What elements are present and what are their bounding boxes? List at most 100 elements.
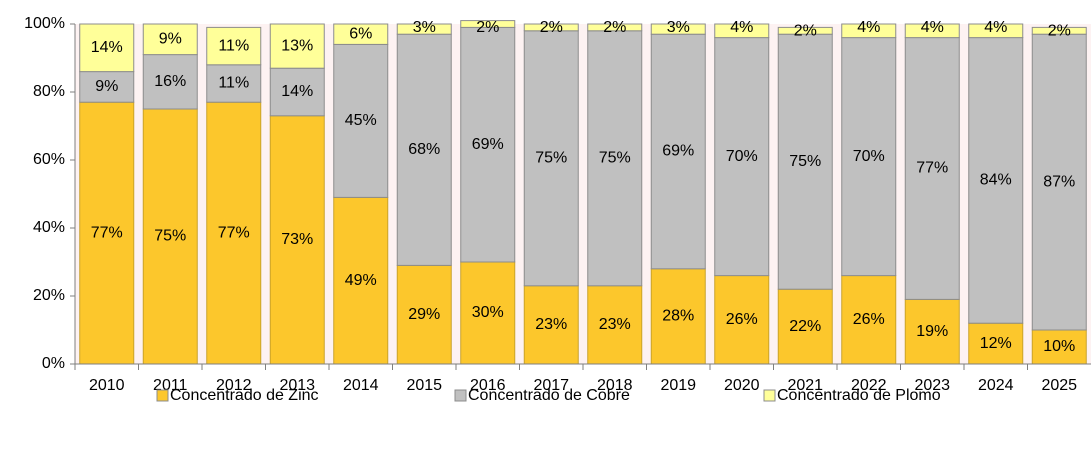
bar-segment (79, 23, 135, 73)
data-label: 2% (603, 19, 626, 36)
bar-segment (79, 101, 135, 365)
bar-segment (841, 37, 897, 277)
y-tick-label: 60% (33, 151, 65, 168)
data-label: 2% (1048, 23, 1071, 40)
x-tick-label: 2014 (343, 377, 379, 394)
x-tick-label: 2020 (724, 377, 760, 394)
bar-segment (142, 23, 198, 56)
data-label: 4% (921, 19, 944, 36)
bar-segment (460, 26, 516, 263)
legend-label: Concentrado de Plomo (777, 387, 941, 404)
data-label: 68% (408, 141, 440, 158)
data-label: 26% (726, 311, 758, 328)
data-label: 12% (980, 335, 1012, 352)
bar-segment (206, 101, 262, 365)
bar-segment (142, 54, 198, 110)
data-label: 87% (1043, 173, 1075, 190)
x-tick-label: 2012 (216, 377, 252, 394)
x-tick-label: 2017 (533, 377, 569, 394)
data-label: 77% (916, 160, 948, 177)
data-label: 2% (794, 23, 817, 40)
data-label: 3% (667, 19, 690, 36)
bar-segment (587, 30, 643, 287)
data-label: 69% (472, 136, 504, 153)
x-tick-label: 2016 (470, 377, 506, 394)
bar-segment (904, 23, 960, 39)
data-label: 4% (730, 19, 753, 36)
data-label: 75% (789, 153, 821, 170)
data-label: 84% (980, 172, 1012, 189)
data-label: 9% (159, 31, 182, 48)
data-label: 26% (853, 311, 885, 328)
data-label: 49% (345, 272, 377, 289)
bar-segment (968, 37, 1024, 324)
bar-segment (269, 115, 325, 365)
bar-segment (333, 196, 389, 365)
bar-segment (396, 33, 452, 266)
bar-segment (904, 298, 960, 365)
x-tick-label: 2015 (406, 377, 442, 394)
data-label: 4% (984, 19, 1007, 36)
y-tick-label: 0% (42, 355, 65, 372)
data-label: 70% (726, 148, 758, 165)
bar-segment (841, 23, 897, 39)
bar-segment (650, 268, 706, 365)
bar-segment (777, 33, 833, 290)
data-label: 75% (154, 228, 186, 245)
bar-segment (269, 23, 325, 69)
data-label: 19% (916, 323, 948, 340)
x-tick-label: 2019 (660, 377, 696, 394)
legend-swatch (763, 389, 776, 402)
data-label: 22% (789, 318, 821, 335)
data-label: 70% (853, 148, 885, 165)
bar-segment (396, 264, 452, 365)
bar-segment (460, 261, 516, 365)
bar-segment (587, 285, 643, 365)
legend-swatch (156, 389, 169, 402)
data-label: 4% (857, 19, 880, 36)
bar-segment (333, 43, 389, 198)
bar-segment (777, 26, 833, 35)
x-tick-label: 2010 (89, 377, 125, 394)
data-label: 3% (413, 19, 436, 36)
bar-segment (269, 67, 325, 117)
y-tick-label: 20% (33, 287, 65, 304)
bar-segment (396, 23, 452, 35)
bar-segment (587, 23, 643, 32)
data-label: 10% (1043, 338, 1075, 355)
x-tick-label: 2025 (1041, 377, 1077, 394)
data-label: 11% (218, 75, 249, 92)
y-tick-label: 100% (24, 15, 65, 32)
data-label: 75% (599, 150, 631, 167)
bar-segment (650, 33, 706, 270)
bar-segment (523, 23, 579, 32)
data-label: 14% (281, 83, 313, 100)
bar-segment (714, 37, 770, 277)
bar-segment (206, 26, 262, 66)
data-label: 2% (476, 19, 499, 36)
x-tick-label: 2021 (787, 377, 823, 394)
data-label: 29% (408, 306, 440, 323)
data-label: 45% (345, 112, 377, 129)
data-label: 69% (662, 143, 694, 160)
data-label: 2% (540, 19, 563, 36)
y-tick-label: 80% (33, 83, 65, 100)
x-tick-label: 2024 (978, 377, 1014, 394)
x-tick-label: 2022 (851, 377, 887, 394)
bar-segment (460, 20, 516, 28)
bar-segment (523, 30, 579, 287)
bar-segment (333, 23, 389, 45)
x-tick-label: 2018 (597, 377, 633, 394)
bar-segment (968, 23, 1024, 39)
data-label: 28% (662, 308, 694, 325)
data-label: 73% (281, 231, 313, 248)
legend-label: Concentrado de Cobre (468, 387, 630, 404)
data-label: 6% (349, 25, 372, 42)
data-label: 11% (218, 37, 249, 54)
legend-label: Concentrado de Zinc (170, 387, 319, 404)
legend-swatch (454, 389, 467, 402)
data-label: 77% (91, 224, 123, 241)
data-label: 23% (535, 316, 567, 333)
x-tick-label: 2013 (279, 377, 315, 394)
